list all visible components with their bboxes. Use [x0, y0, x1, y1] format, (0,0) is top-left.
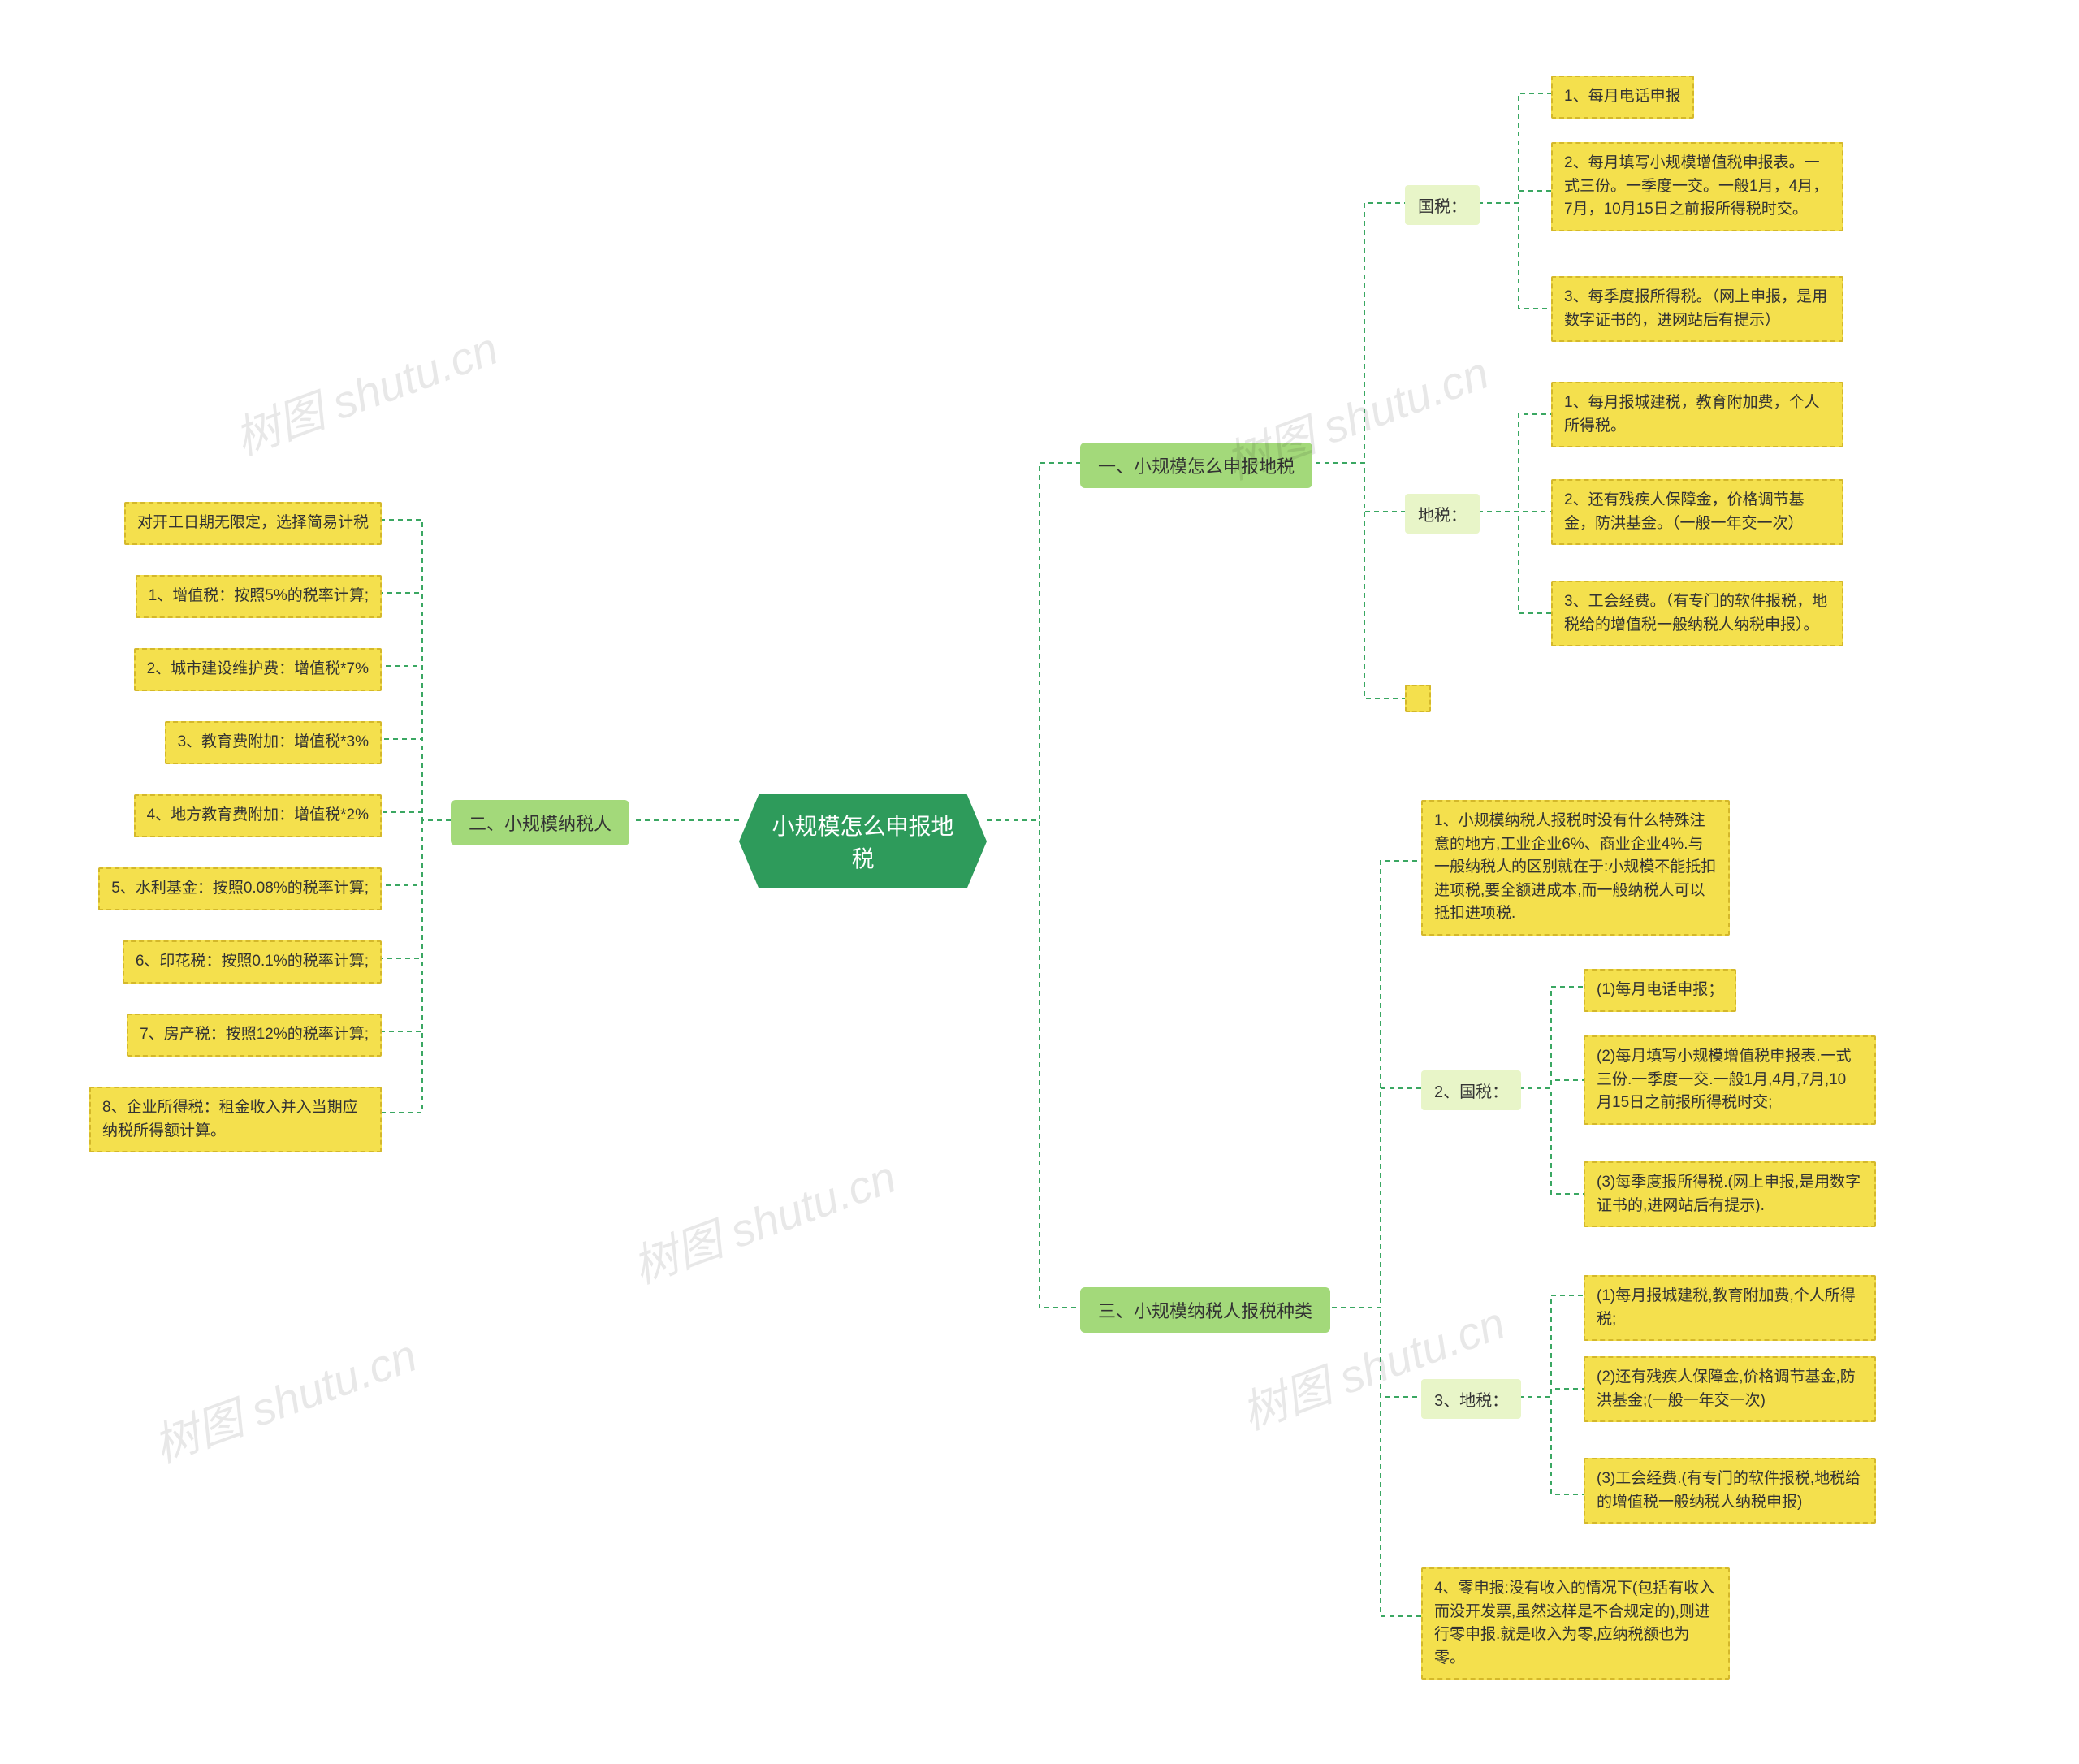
branch-2[interactable]: 二、小规模纳税人: [451, 800, 629, 845]
leaf-b1-g3: 3、每季度报所得税。（网上申报，是用数字证书的，进网站后有提示）: [1551, 276, 1843, 342]
leaf-b1-d2: 2、还有残疾人保障金，价格调节基金，防洪基金。（一般一年交一次）: [1551, 479, 1843, 545]
leaf-b2-0: 对开工日期无限定，选择简易计税: [124, 502, 382, 545]
leaf-b1-d3: 3、工会经费。（有专门的软件报税，地税给的增值税一般纳税人纳税申报）。: [1551, 581, 1843, 646]
sub-guoshui-1[interactable]: 国税：: [1405, 185, 1480, 225]
watermark: 树图 shutu.cn: [224, 312, 506, 468]
leaf-b2-7: 7、房产税：按照12%的税率计算;: [127, 1014, 382, 1057]
leaf-b1-g2: 2、每月填写小规模增值税申报表。一式三份。一季度一交。一般1月，4月，7月，10…: [1551, 142, 1843, 231]
sub-dishui-1[interactable]: 地税：: [1405, 494, 1480, 534]
branch-3[interactable]: 三、小规模纳税人报税种类: [1080, 1287, 1330, 1333]
leaf-b1-d1: 1、每月报城建税，教育附加费，个人所得税。: [1551, 382, 1843, 447]
leaf-b3-g2: (2)每月填写小规模增值税申报表.一式三份.一季度一交.一般1月,4月,7月,1…: [1584, 1035, 1876, 1125]
sub-dishui-3[interactable]: 3、地税：: [1421, 1379, 1521, 1419]
leaf-b3-d2: (2)还有残疾人保障金,价格调节基金,防洪基金;(一般一年交一次): [1584, 1356, 1876, 1422]
leaf-b3-d1: (1)每月报城建税,教育附加费,个人所得税;: [1584, 1275, 1876, 1341]
leaf-b2-4: 4、地方教育费附加：增值税*2%: [134, 794, 382, 837]
watermark: 树图 shutu.cn: [622, 1140, 904, 1296]
leaf-empty: [1405, 685, 1431, 712]
leaf-b3-4: 4、零申报:没有收入的情况下(包括有收入而没开发票,虽然这样是不合规定的),则进…: [1421, 1567, 1730, 1680]
leaf-b3-g1: (1)每月电话申报；: [1584, 969, 1736, 1012]
sub-guoshui-3[interactable]: 2、国税：: [1421, 1070, 1521, 1110]
branch-1[interactable]: 一、小规模怎么申报地税: [1080, 443, 1312, 488]
leaf-b2-1: 1、增值税：按照5%的税率计算;: [136, 575, 382, 618]
mindmap-canvas: 小规模怎么申报地税 一、小规模怎么申报地税 二、小规模纳税人 三、小规模纳税人报…: [0, 0, 2079, 1764]
watermark: 树图 shutu.cn: [143, 1319, 425, 1475]
leaf-b2-3: 3、教育费附加：增值税*3%: [165, 721, 382, 764]
leaf-b2-8: 8、企业所得税：租金收入并入当期应纳税所得额计算。: [89, 1087, 382, 1152]
leaf-b2-5: 5、水利基金：按照0.08%的税率计算;: [98, 867, 382, 910]
leaf-b1-g1: 1、每月电话申报: [1551, 76, 1694, 119]
leaf-b3-1: 1、小规模纳税人报税时没有什么特殊注意的地方,工业企业6%、商业企业4%.与一般…: [1421, 800, 1730, 936]
leaf-b3-d3: (3)工会经费.(有专门的软件报税,地税给的增值税一般纳税人纳税申报): [1584, 1458, 1876, 1524]
leaf-b3-g3: (3)每季度报所得税.(网上申报,是用数字证书的,进网站后有提示).: [1584, 1161, 1876, 1227]
leaf-b2-2: 2、城市建设维护费：增值税*7%: [134, 648, 382, 691]
leaf-b2-6: 6、印花税：按照0.1%的税率计算;: [123, 940, 382, 984]
root-node[interactable]: 小规模怎么申报地税: [739, 794, 987, 888]
